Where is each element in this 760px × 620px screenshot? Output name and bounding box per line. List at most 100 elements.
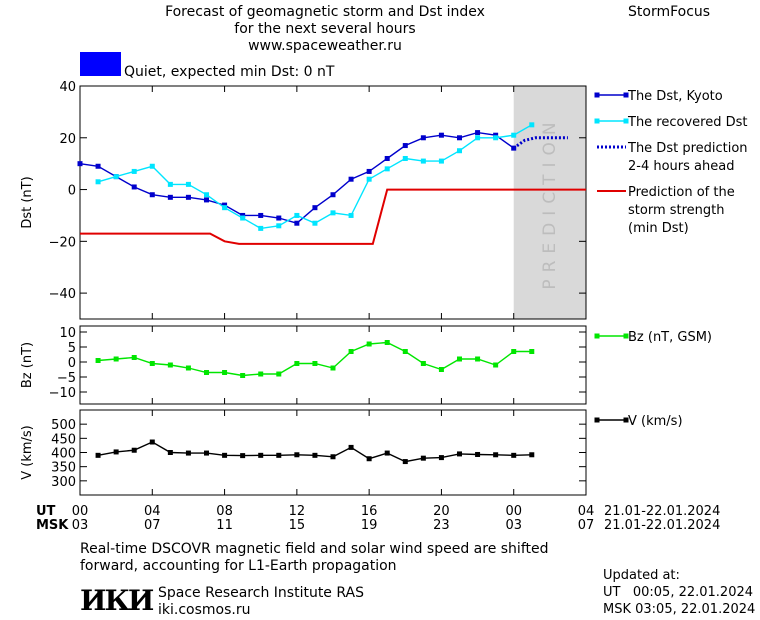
dst-series-0-point xyxy=(149,192,155,198)
bz-series-0-point xyxy=(529,349,535,354)
prediction-zone-label: PREDICTION xyxy=(540,115,560,289)
dst-series-1-point xyxy=(312,220,318,226)
dst-series-0-point xyxy=(95,163,101,169)
bz-series-0-point xyxy=(330,365,336,371)
bz-legend-0-label: Bz (nT, GSM) xyxy=(628,330,712,345)
ut-date-range: 21.01-22.01.2024 xyxy=(604,504,720,519)
dst-series-1-point xyxy=(402,155,408,161)
v-series-0-point xyxy=(475,451,481,457)
dst-series-0-point xyxy=(204,197,209,203)
dst-series-1-point xyxy=(185,181,191,187)
dst-series-0-point xyxy=(167,194,173,200)
v-series-0-point xyxy=(113,449,119,455)
dst-series-1-point xyxy=(457,148,462,154)
dst-legend-2-label: The Dst prediction xyxy=(627,141,748,156)
dst-legend-3-label: storm strength xyxy=(628,203,725,218)
dst-series-0-point xyxy=(493,132,499,138)
msk-date-range: 21.01-22.01.2024 xyxy=(604,518,720,533)
bz-y-tick-label: 0 xyxy=(68,356,76,371)
ut-tick-label: 16 xyxy=(361,504,378,519)
msk-tick-label: 03 xyxy=(72,518,89,533)
bz-series-0-point xyxy=(294,361,300,366)
dst-series-0-point xyxy=(330,192,336,198)
dst-series-0-point xyxy=(312,205,318,211)
dst-legend-3-label: (min Dst) xyxy=(628,221,689,236)
dst-series-0-point xyxy=(258,212,264,218)
msk-tick-label: 23 xyxy=(433,518,450,533)
bz-y-tick-label: 10 xyxy=(59,326,76,341)
dst-series-0-point xyxy=(77,161,83,167)
v-series-0-point xyxy=(131,447,137,453)
msk-tick-label: 11 xyxy=(216,518,233,533)
dst-series-1-point xyxy=(149,163,155,169)
v-series-0-point xyxy=(204,450,209,456)
website-link[interactable]: www.spaceweather.ru xyxy=(248,38,402,54)
dst-series-0-point xyxy=(294,220,300,226)
v-series-0-point xyxy=(258,452,264,458)
dst-series-1-point xyxy=(366,176,372,182)
v-series-0-point xyxy=(276,452,282,458)
dst-series-1-point xyxy=(258,225,264,231)
dst-series-1-point xyxy=(294,212,300,218)
bz-series-0-point xyxy=(258,371,264,377)
dst-series-2-line xyxy=(512,136,568,150)
v-series-0-point xyxy=(312,452,318,458)
dst-legend-1-label: The recovered Dst xyxy=(627,115,747,130)
msk-tick-label: 07 xyxy=(578,518,595,533)
dst-series-1-point xyxy=(167,181,173,187)
dst-series-1-point xyxy=(438,158,444,164)
v-series-0-point xyxy=(420,455,426,461)
msk-tick-label: 19 xyxy=(361,518,378,533)
bz-legend-0-marker xyxy=(594,333,600,339)
dst-series-1-point xyxy=(493,135,499,141)
bz-series-0-point xyxy=(204,370,209,375)
updated-msk-time: MSK 03:05, 22.01.2024 xyxy=(603,602,756,617)
ut-tick-label: 08 xyxy=(216,504,233,519)
ut-tick-label: 00 xyxy=(72,504,89,519)
v-series-0-point xyxy=(511,452,517,458)
v-series-0-point xyxy=(438,455,444,461)
bz-series-0-point xyxy=(222,370,228,375)
v-series-0-point xyxy=(493,452,499,458)
v-legend-0-marker xyxy=(594,417,600,423)
v-y-tick-label: 450 xyxy=(51,432,76,447)
dst-y-tick-label: 40 xyxy=(59,80,76,95)
bz-series-0-point xyxy=(511,349,517,354)
dst-series-0-point xyxy=(420,135,426,141)
msk-axis-label: MSK xyxy=(36,518,69,533)
v-series-0-point xyxy=(240,453,246,459)
footer-note-line1: Real-time DSCOVR magnetic field and sola… xyxy=(80,541,549,557)
dst-series-1-point xyxy=(475,135,481,141)
msk-tick-label: 03 xyxy=(505,518,522,533)
dst-series-0-point xyxy=(348,176,354,182)
institute-site-link[interactable]: iki.cosmos.ru xyxy=(158,602,251,618)
dst-series-0-point xyxy=(384,155,390,161)
ut-axis-label: UT xyxy=(36,504,56,519)
dst-series-0-point xyxy=(131,184,137,190)
bz-series-0-point xyxy=(240,373,246,378)
institute-name: Space Research Institute RAS xyxy=(158,585,364,601)
dst-series-0-point xyxy=(185,194,191,200)
dst-panel-frame xyxy=(79,85,587,320)
v-series-0-point xyxy=(95,452,101,458)
bz-series-0-point xyxy=(167,362,173,368)
bz-series-0-point xyxy=(312,361,318,366)
v-series-0-point xyxy=(457,451,462,457)
dst-series-0-point xyxy=(222,202,228,208)
chart-title: Forecast of geomagnetic storm and Dst in… xyxy=(165,4,485,20)
chart-subtitle: for the next several hours xyxy=(234,21,416,37)
dst-series-0-point xyxy=(438,132,444,138)
ut-tick-label: 20 xyxy=(433,504,450,519)
dst-legend-0-label: The Dst, Kyoto xyxy=(627,89,723,104)
bz-series-0-point xyxy=(402,349,408,354)
v-legend-0-marker xyxy=(623,417,629,423)
v-y-axis-label: V (km/s) xyxy=(20,425,35,480)
bz-series-0-point xyxy=(276,371,282,377)
bz-series-0-point xyxy=(420,361,426,366)
dst-y-tick-label: 20 xyxy=(59,132,76,147)
msk-tick-label: 07 xyxy=(144,518,161,533)
dst-series-0-point xyxy=(240,212,246,218)
v-series-0-point xyxy=(330,454,336,460)
dst-legend-3-label: Prediction of the xyxy=(628,185,735,200)
